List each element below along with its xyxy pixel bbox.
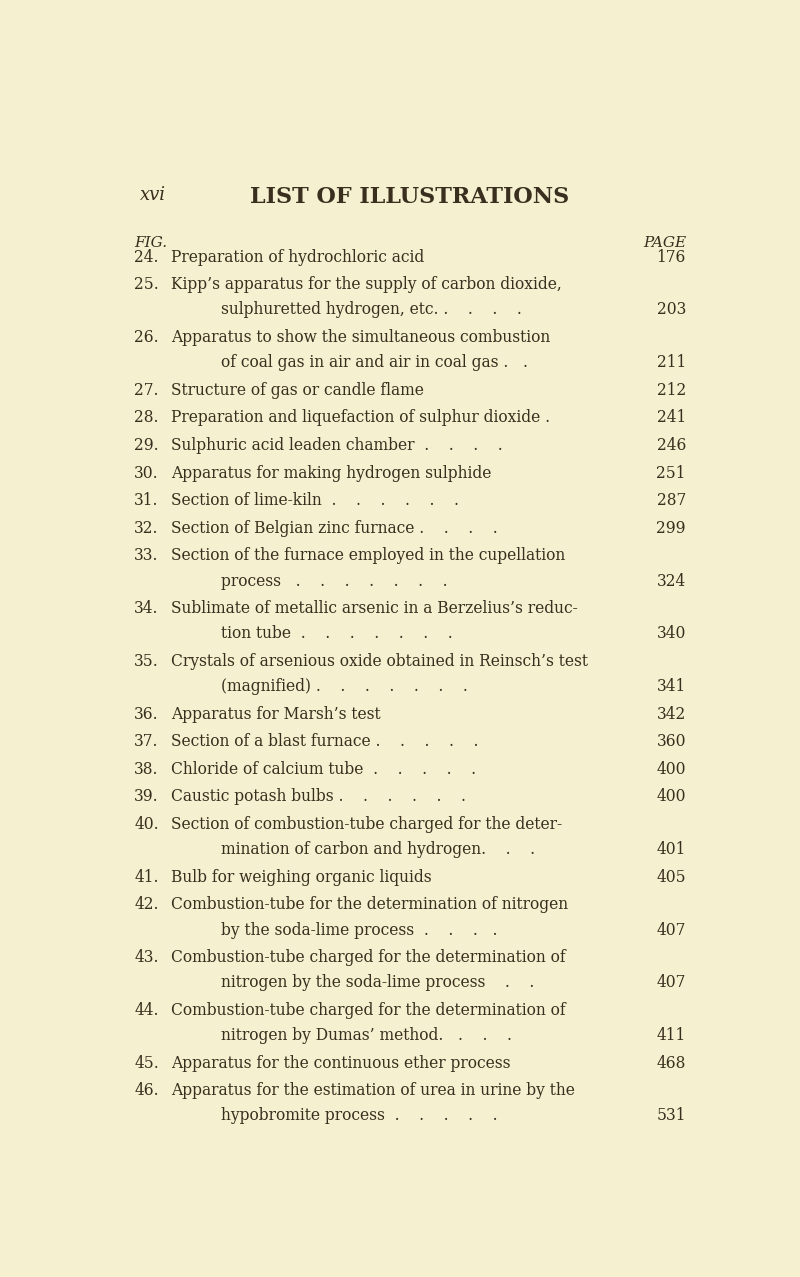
Text: Apparatus to show the simultaneous combustion: Apparatus to show the simultaneous combu…	[171, 329, 550, 346]
Text: 341: 341	[657, 678, 686, 695]
Text: 468: 468	[657, 1055, 686, 1071]
Text: 241: 241	[657, 410, 686, 427]
Text: Crystals of arsenious oxide obtained in Reinsch’s test: Crystals of arsenious oxide obtained in …	[171, 653, 588, 670]
Text: Chloride of calcium tube  .    .    .    .    .: Chloride of calcium tube . . . . .	[171, 761, 477, 778]
Text: Kipp’s apparatus for the supply of carbon dioxide,: Kipp’s apparatus for the supply of carbo…	[171, 276, 562, 294]
Text: by the soda-lime process  .    .    .   .: by the soda-lime process . . . .	[221, 922, 498, 939]
Text: Bulb for weighing organic liquids: Bulb for weighing organic liquids	[171, 868, 432, 886]
Text: PAGE: PAGE	[642, 236, 686, 250]
Text: 400: 400	[656, 788, 686, 806]
Text: process   .    .    .    .    .    .    .: process . . . . . . .	[221, 572, 447, 590]
Text: 407: 407	[657, 974, 686, 991]
Text: 246: 246	[657, 437, 686, 453]
Text: FIG.: FIG.	[134, 236, 167, 250]
Text: 38.: 38.	[134, 761, 158, 778]
Text: 212: 212	[657, 382, 686, 398]
Text: 360: 360	[656, 733, 686, 750]
Text: LIST OF ILLUSTRATIONS: LIST OF ILLUSTRATIONS	[250, 185, 570, 208]
Text: 342: 342	[657, 706, 686, 723]
Text: Combustion-tube charged for the determination of: Combustion-tube charged for the determin…	[171, 1002, 566, 1019]
Text: 24.: 24.	[134, 249, 158, 266]
Text: nitrogen by Dumas’ method.   .    .    .: nitrogen by Dumas’ method. . . .	[221, 1027, 512, 1045]
Text: 40.: 40.	[134, 816, 158, 833]
Text: mination of carbon and hydrogen.    .    .: mination of carbon and hydrogen. . .	[221, 842, 535, 858]
Text: 400: 400	[656, 761, 686, 778]
Text: 34.: 34.	[134, 600, 158, 617]
Text: 407: 407	[657, 922, 686, 939]
Text: sulphuretted hydrogen, etc. .    .    .    .: sulphuretted hydrogen, etc. . . . .	[221, 301, 526, 318]
Text: 45.: 45.	[134, 1055, 159, 1071]
Text: Section of Belgian zinc furnace .    .    .    .: Section of Belgian zinc furnace . . . .	[171, 520, 498, 536]
Text: Sulphuric acid leaden chamber  .    .    .    .: Sulphuric acid leaden chamber . . . .	[171, 437, 503, 453]
Text: Apparatus for the continuous ether process: Apparatus for the continuous ether proce…	[171, 1055, 511, 1071]
Text: Combustion-tube charged for the determination of: Combustion-tube charged for the determin…	[171, 949, 566, 967]
Text: 29.: 29.	[134, 437, 158, 453]
Text: 26.: 26.	[134, 329, 158, 346]
Text: Section of lime-kiln  .    .    .    .    .    .: Section of lime-kiln . . . . . .	[171, 492, 459, 510]
Text: 39.: 39.	[134, 788, 158, 806]
Text: Preparation of hydrochloric acid: Preparation of hydrochloric acid	[171, 249, 425, 266]
Text: Preparation and liquefaction of sulphur dioxide .: Preparation and liquefaction of sulphur …	[171, 410, 550, 427]
Text: Structure of gas or candle flame: Structure of gas or candle flame	[171, 382, 424, 398]
Text: 411: 411	[657, 1027, 686, 1045]
Text: 35.: 35.	[134, 653, 159, 670]
Text: 31.: 31.	[134, 492, 158, 510]
Text: Section of a blast furnace .    .    .    .    .: Section of a blast furnace . . . . .	[171, 733, 478, 750]
Text: 405: 405	[656, 868, 686, 886]
Text: (magnified) .    .    .    .    .    .    .: (magnified) . . . . . . .	[221, 678, 468, 695]
Text: 251: 251	[656, 465, 686, 481]
Text: nitrogen by the soda-lime process    .    .: nitrogen by the soda-lime process . .	[221, 974, 534, 991]
Text: 43.: 43.	[134, 949, 158, 967]
Text: 176: 176	[657, 249, 686, 266]
Text: Combustion-tube for the determination of nitrogen: Combustion-tube for the determination of…	[171, 896, 569, 913]
Text: xvi: xvi	[140, 185, 166, 204]
Text: 299: 299	[656, 520, 686, 536]
Text: 32.: 32.	[134, 520, 158, 536]
Text: 287: 287	[657, 492, 686, 510]
Text: 28.: 28.	[134, 410, 158, 427]
Text: 203: 203	[657, 301, 686, 318]
Text: 36.: 36.	[134, 706, 158, 723]
Text: 27.: 27.	[134, 382, 158, 398]
Text: tion tube  .    .    .    .    .    .    .: tion tube . . . . . . .	[221, 626, 453, 642]
Text: Sublimate of metallic arsenic in a Berzelius’s reduc-: Sublimate of metallic arsenic in a Berze…	[171, 600, 578, 617]
Text: 340: 340	[657, 626, 686, 642]
Text: Apparatus for making hydrogen sulphide: Apparatus for making hydrogen sulphide	[171, 465, 492, 481]
Text: 324: 324	[657, 572, 686, 590]
Text: 37.: 37.	[134, 733, 158, 750]
Text: Section of the furnace employed in the cupellation: Section of the furnace employed in the c…	[171, 548, 566, 564]
Text: 33.: 33.	[134, 548, 158, 564]
Text: Apparatus for Marsh’s test: Apparatus for Marsh’s test	[171, 706, 381, 723]
Text: 41.: 41.	[134, 868, 158, 886]
Text: of coal gas in air and air in coal gas .   .: of coal gas in air and air in coal gas .…	[221, 354, 533, 372]
Text: 30.: 30.	[134, 465, 158, 481]
Text: Section of combustion-tube charged for the deter-: Section of combustion-tube charged for t…	[171, 816, 562, 833]
Text: 531: 531	[656, 1107, 686, 1124]
Text: hypobromite process  .    .    .    .    .: hypobromite process . . . . .	[221, 1107, 498, 1124]
Text: Apparatus for the estimation of urea in urine by the: Apparatus for the estimation of urea in …	[171, 1082, 575, 1099]
Text: 46.: 46.	[134, 1082, 158, 1099]
Text: 42.: 42.	[134, 896, 158, 913]
Text: 211: 211	[657, 354, 686, 372]
Text: 44.: 44.	[134, 1002, 158, 1019]
Text: 401: 401	[657, 842, 686, 858]
Text: Caustic potash bulbs .    .    .    .    .    .: Caustic potash bulbs . . . . . .	[171, 788, 466, 806]
Text: 25.: 25.	[134, 276, 159, 294]
